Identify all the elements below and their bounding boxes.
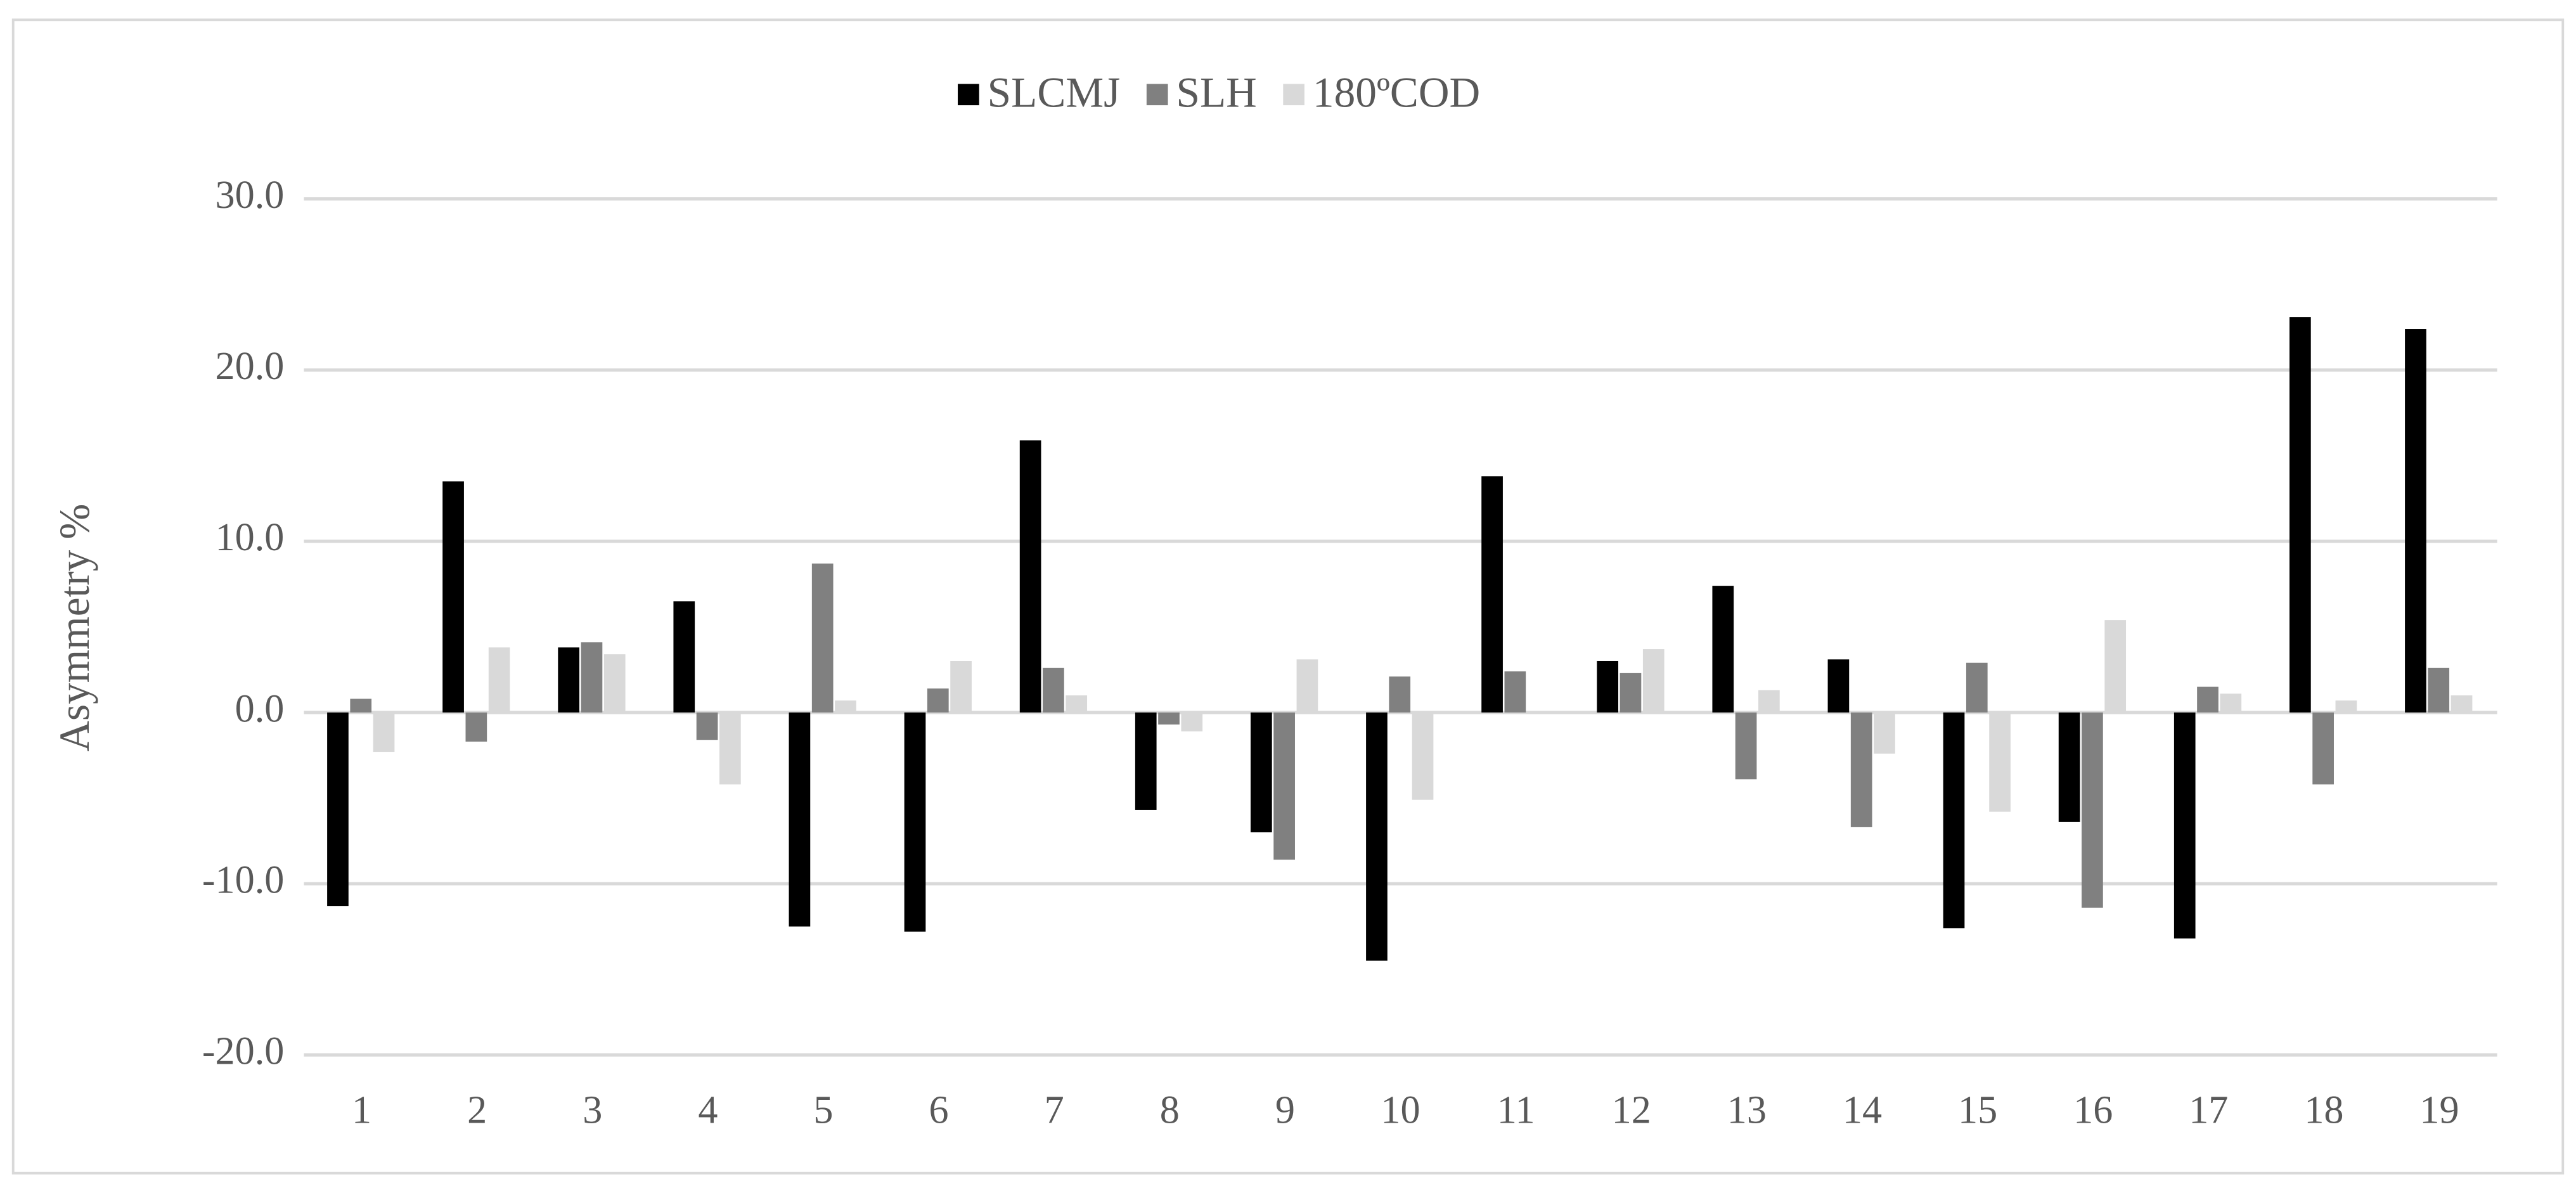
bar	[950, 661, 972, 713]
bar	[811, 564, 834, 713]
x-tick-label: 19	[2419, 1089, 2459, 1132]
bar	[2197, 687, 2219, 713]
bar	[1642, 649, 1665, 713]
bar	[1412, 712, 1434, 800]
legend-label: SLH	[1176, 69, 1257, 117]
bar	[2104, 620, 2127, 713]
bar	[1827, 659, 1850, 713]
bar	[1735, 712, 1757, 780]
bar	[442, 481, 464, 713]
y-tick-label: -10.0	[202, 858, 285, 901]
bar	[1158, 712, 1180, 725]
bar	[719, 712, 741, 785]
x-tick-label: 16	[2073, 1089, 2113, 1132]
bar	[1481, 476, 1503, 713]
bar	[2174, 712, 2196, 939]
legend-swatch	[958, 84, 979, 106]
x-tick-label: 9	[1275, 1089, 1295, 1132]
bar	[1389, 676, 1411, 713]
y-tick-label: 0.0	[235, 687, 285, 730]
bar	[1066, 695, 1088, 713]
bar	[558, 647, 580, 713]
bar	[2082, 712, 2103, 908]
x-tick-label: 3	[583, 1089, 602, 1132]
bar	[696, 712, 718, 740]
legend-swatch	[1283, 84, 1304, 106]
bar	[373, 712, 395, 752]
x-tick-label: 6	[929, 1089, 949, 1132]
x-tick-label: 4	[698, 1089, 718, 1132]
bar	[1712, 586, 1734, 713]
bar	[350, 699, 372, 713]
bar	[1758, 690, 1780, 713]
x-tick-label: 1	[352, 1089, 371, 1132]
x-tick-label: 7	[1045, 1089, 1064, 1132]
bar	[835, 700, 856, 713]
y-tick-label: 20.0	[216, 345, 285, 388]
bar	[1504, 671, 1526, 713]
bar	[1874, 712, 1895, 754]
bar	[904, 712, 926, 932]
y-tick-label: -20.0	[202, 1029, 285, 1073]
x-tick-label: 8	[1160, 1089, 1180, 1132]
legend-label: 180ºCOD	[1313, 69, 1480, 117]
bar	[2405, 329, 2426, 713]
bar	[1943, 712, 1965, 929]
bar	[1989, 712, 2011, 812]
bar	[1597, 661, 1619, 713]
bar	[1850, 712, 1872, 827]
bar	[465, 712, 487, 742]
x-tick-label: 12	[1612, 1089, 1651, 1132]
x-tick-label: 18	[2304, 1089, 2343, 1132]
bar	[1043, 667, 1064, 713]
bar	[2312, 712, 2334, 785]
x-tick-label: 5	[813, 1089, 833, 1132]
x-tick-label: 14	[1843, 1089, 1882, 1132]
bar	[2058, 712, 2080, 822]
bar	[2220, 693, 2242, 713]
x-tick-label: 2	[467, 1089, 487, 1132]
bar	[1135, 712, 1157, 810]
bar	[2289, 317, 2311, 713]
bar	[488, 647, 510, 713]
bar	[581, 642, 603, 713]
x-tick-label: 17	[2189, 1089, 2228, 1132]
bar	[1019, 440, 1041, 713]
bar	[2428, 667, 2450, 713]
chart-border	[11, 18, 2565, 1175]
bar	[789, 712, 811, 927]
bar	[1620, 673, 1642, 713]
y-tick-label: 10.0	[216, 516, 285, 559]
x-tick-label: 10	[1381, 1089, 1420, 1132]
legend-swatch	[1146, 84, 1168, 106]
bar	[1296, 659, 1318, 713]
x-tick-label: 13	[1727, 1089, 1767, 1132]
y-tick-label: 30.0	[216, 174, 285, 217]
bar	[2450, 695, 2473, 713]
bar	[327, 712, 349, 906]
bar	[1251, 712, 1272, 833]
bar	[1273, 712, 1295, 860]
bar	[603, 654, 626, 713]
bar	[1366, 712, 1388, 961]
legend-label: SLCMJ	[988, 69, 1121, 117]
bar	[2335, 700, 2357, 713]
y-axis-label: Asymmetry %	[51, 504, 98, 752]
bar	[927, 688, 949, 713]
bar	[1181, 712, 1203, 732]
x-tick-label: 15	[1958, 1089, 1997, 1132]
bar	[673, 601, 695, 713]
x-tick-label: 11	[1497, 1089, 1535, 1132]
bar	[1966, 662, 1988, 713]
